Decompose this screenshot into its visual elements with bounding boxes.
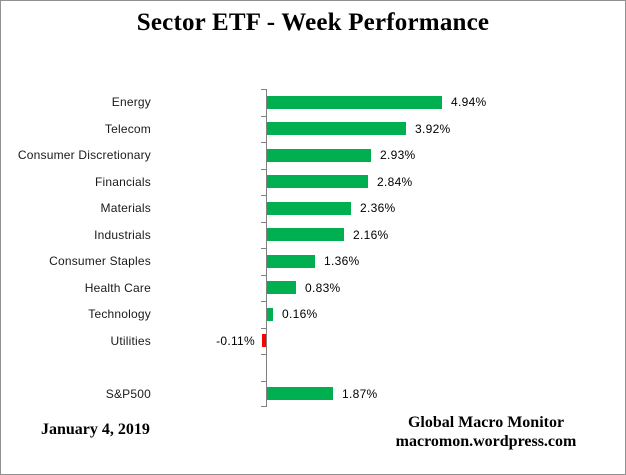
credit-block: Global Macro Monitor macromon.wordpress.…	[351, 413, 621, 451]
axis-tick	[261, 354, 266, 355]
category-label: Financials	[94, 174, 151, 189]
bar	[267, 228, 344, 242]
value-label: 2.93%	[380, 148, 416, 162]
value-label: 2.16%	[353, 227, 389, 242]
value-label: 0.83%	[305, 280, 341, 295]
axis-tick	[261, 328, 266, 329]
axis-tick	[261, 275, 266, 276]
bar	[267, 254, 315, 268]
bar	[267, 122, 406, 136]
bar	[262, 334, 266, 348]
bar	[267, 281, 296, 295]
category-label: Industrials	[94, 227, 151, 242]
value-label: 3.92%	[415, 121, 451, 136]
axis-tick	[261, 116, 266, 117]
value-label: 0.16%	[282, 307, 318, 321]
axis-tick	[261, 248, 266, 249]
category-label: Consumer Discretionary	[17, 148, 151, 162]
category-label: Health Care	[84, 280, 151, 295]
axis-tick	[261, 381, 266, 382]
value-label: 2.84%	[377, 174, 413, 189]
credit-url: macromon.wordpress.com	[395, 433, 577, 450]
category-label: Energy	[111, 95, 151, 109]
category-label: Technology	[88, 307, 151, 321]
axis-tick	[261, 301, 266, 302]
axis-tick	[261, 169, 266, 170]
bar	[267, 307, 273, 321]
axis-tick	[261, 406, 266, 407]
value-label: 1.36%	[324, 254, 360, 268]
credit-title: Global Macro Monitor	[407, 414, 565, 431]
value-label: -0.11%	[216, 333, 255, 348]
category-label: S&P500	[105, 386, 151, 401]
bar	[267, 95, 442, 109]
bar	[267, 148, 371, 162]
bar	[267, 387, 333, 401]
value-label: 4.94%	[451, 95, 487, 109]
axis-tick	[261, 222, 266, 223]
bar	[267, 175, 368, 189]
category-label: Consumer Staples	[49, 254, 151, 268]
axis-tick	[261, 195, 266, 196]
axis-tick	[261, 89, 266, 90]
axis-tick	[261, 142, 266, 143]
value-label: 2.36%	[360, 201, 396, 215]
chart-title: Sector ETF - Week Performance	[136, 9, 490, 36]
value-label: 1.87%	[342, 386, 378, 401]
bar	[267, 201, 351, 215]
y-axis	[266, 89, 267, 407]
date-label: January 4, 2019	[41, 421, 150, 438]
category-label: Utilities	[110, 333, 151, 348]
category-label: Materials	[100, 201, 151, 215]
category-label: Telecom	[104, 121, 151, 136]
